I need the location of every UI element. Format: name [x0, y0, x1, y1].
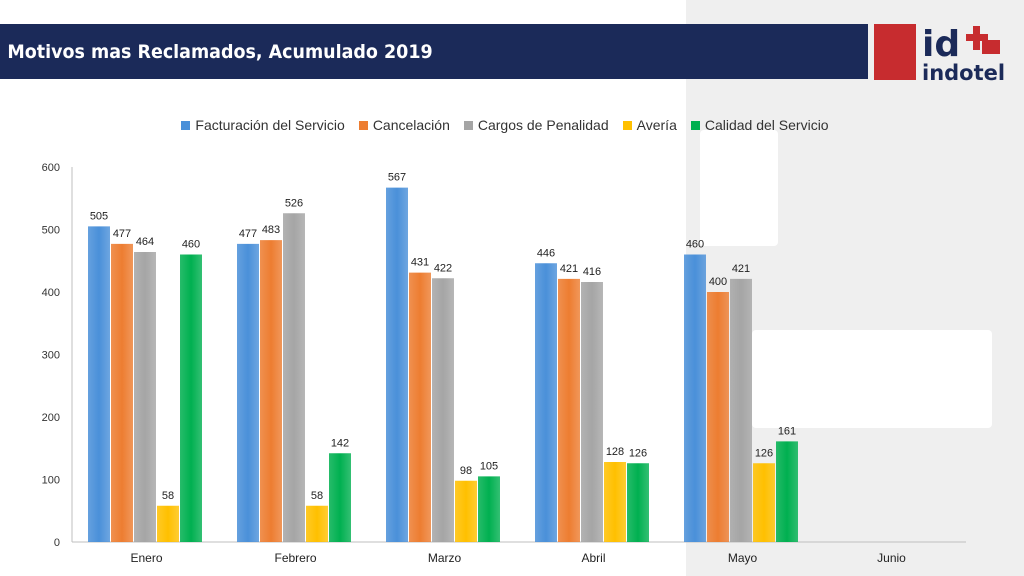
y-tick-label: 100 — [42, 475, 60, 487]
y-tick-label: 0 — [54, 537, 60, 549]
y-tick-label: 500 — [42, 225, 60, 237]
data-label: 400 — [709, 276, 727, 288]
data-label: 421 — [560, 263, 578, 275]
data-label: 483 — [262, 224, 280, 236]
data-label: 126 — [755, 447, 773, 459]
title-bar: Motivos mas Reclamados, Acumulado 2019 — [0, 24, 868, 79]
decorative-card — [700, 130, 778, 246]
indotel-logo: id indotel — [922, 24, 1004, 85]
legend-label: Cancelación — [372, 117, 450, 133]
data-label: 98 — [460, 465, 472, 477]
bar-calidad-del-servicio — [627, 463, 649, 542]
chart-legend: Facturación del Servicio Cancelación Cargo… — [0, 116, 1010, 134]
legend-swatch — [181, 120, 191, 130]
legend-item: Facturación del Servicio — [181, 117, 345, 133]
data-label: 477 — [113, 228, 131, 240]
bar-cargos-de-penalidad — [134, 252, 156, 542]
x-tick-label: Junio — [877, 551, 906, 565]
legend-item: Calidad del Servicio — [690, 117, 829, 133]
bar-aver-a — [455, 480, 477, 542]
legend-label: Cargos de Penalidad — [477, 117, 609, 133]
bar-calidad-del-servicio — [329, 453, 351, 542]
data-label: 105 — [480, 460, 498, 472]
bar-cargos-de-penalidad — [432, 278, 454, 542]
data-label: 431 — [411, 257, 429, 269]
data-label: 446 — [537, 247, 555, 259]
y-tick-label: 300 — [42, 350, 60, 362]
x-tick-label: Febrero — [274, 551, 316, 565]
x-tick-label: Abril — [581, 551, 605, 565]
bar-cargos-de-penalidad — [581, 282, 603, 542]
bar-calidad-del-servicio — [478, 476, 500, 542]
logo-plus-vertical — [973, 26, 980, 50]
data-label: 161 — [778, 425, 796, 437]
bar-aver-a — [604, 462, 626, 542]
data-label: 126 — [629, 447, 647, 459]
logo-red-block — [874, 24, 916, 80]
legend-label: Calidad del Servicio — [704, 117, 829, 133]
page-title: Motivos mas Reclamados, Acumulado 2019 — [7, 40, 433, 63]
legend-swatch — [463, 120, 473, 130]
logo-keypad — [982, 40, 1000, 54]
bar-facturaci-n-del-servicio — [535, 263, 557, 542]
logo-name-text: indotel — [922, 61, 1004, 85]
bar-calidad-del-servicio — [776, 441, 798, 542]
data-label: 460 — [182, 239, 200, 251]
data-label: 505 — [90, 210, 108, 222]
data-label: 464 — [136, 236, 154, 248]
data-label: 421 — [732, 263, 750, 275]
data-label: 460 — [686, 239, 704, 251]
bar-cargos-de-penalidad — [283, 213, 305, 542]
bar-aver-a — [753, 463, 775, 542]
x-tick-label: Enero — [130, 551, 162, 565]
legend-item: Cargos de Penalidad — [463, 117, 609, 133]
legend-item: Cancelación — [358, 117, 450, 133]
bar-cancelaci-n — [558, 278, 580, 542]
bar-cancelaci-n — [260, 240, 282, 542]
y-tick-label: 400 — [42, 287, 60, 299]
data-label: 422 — [434, 262, 452, 274]
bar-cancelaci-n — [409, 272, 431, 542]
bar-cancelaci-n — [111, 243, 133, 542]
legend-swatch — [690, 120, 700, 130]
data-label: 58 — [311, 490, 323, 502]
bar-facturaci-n-del-servicio — [237, 243, 259, 542]
bar-facturaci-n-del-servicio — [386, 187, 408, 542]
legend-swatch — [358, 120, 368, 130]
bar-aver-a — [157, 505, 179, 542]
data-label: 477 — [239, 228, 257, 240]
bar-aver-a — [306, 505, 328, 542]
data-label: 128 — [606, 446, 624, 458]
legend-swatch — [622, 120, 632, 130]
bar-calidad-del-servicio — [180, 254, 202, 542]
data-label: 526 — [285, 197, 303, 209]
data-label: 416 — [583, 266, 601, 278]
legend-label: Facturación del Servicio — [195, 117, 345, 133]
bar-cargos-de-penalidad — [730, 278, 752, 542]
legend-item: Avería — [622, 117, 677, 133]
x-tick-label: Mayo — [728, 551, 758, 565]
legend-label: Avería — [636, 117, 677, 133]
decorative-card — [752, 330, 992, 428]
x-tick-label: Marzo — [428, 551, 462, 565]
bar-facturaci-n-del-servicio — [684, 254, 706, 542]
data-label: 142 — [331, 437, 349, 449]
y-tick-label: 600 — [42, 162, 60, 174]
bar-cancelaci-n — [707, 292, 729, 542]
y-tick-label: 200 — [42, 412, 60, 424]
data-label: 567 — [388, 172, 406, 184]
data-label: 58 — [162, 490, 174, 502]
bar-facturaci-n-del-servicio — [88, 226, 110, 542]
logo-mark-text: id — [922, 24, 960, 65]
